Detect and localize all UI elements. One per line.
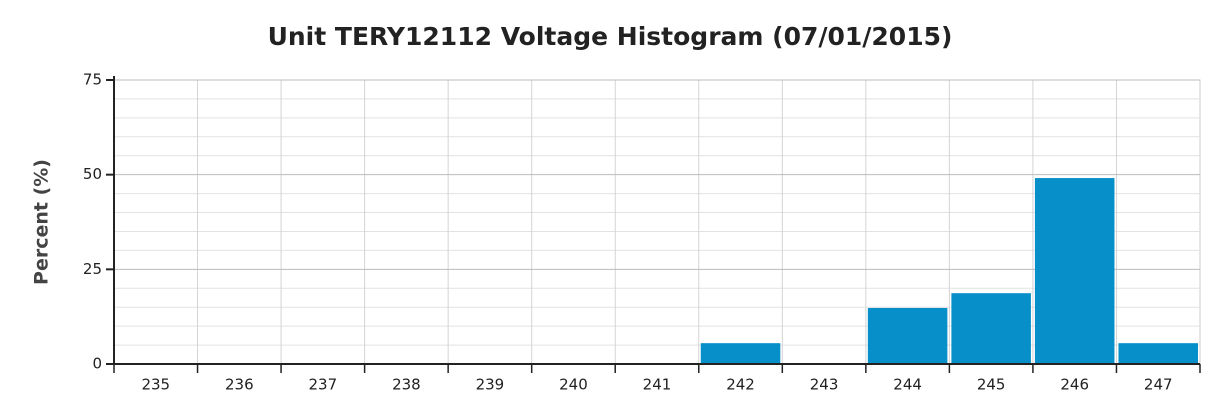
y-tick-label: 25 bbox=[83, 260, 102, 278]
bar bbox=[1034, 178, 1115, 364]
y-tick-label: 0 bbox=[92, 355, 102, 373]
x-tick-label: 240 bbox=[559, 376, 588, 394]
y-tick-label: 75 bbox=[83, 71, 102, 89]
x-tick-label: 241 bbox=[643, 376, 672, 394]
x-tick-label: 239 bbox=[476, 376, 505, 394]
x-tick-label: 236 bbox=[225, 376, 254, 394]
x-tick-label: 238 bbox=[392, 376, 421, 394]
x-tick-label: 245 bbox=[977, 376, 1006, 394]
bar bbox=[1118, 343, 1198, 364]
x-tick-label: 242 bbox=[726, 376, 755, 394]
x-tick-label: 244 bbox=[893, 376, 922, 394]
y-tick-label: 50 bbox=[83, 165, 102, 183]
x-tick-label: 235 bbox=[141, 376, 170, 394]
chart-title: Unit TERY12112 Voltage Histogram (07/01/… bbox=[268, 22, 953, 51]
bar bbox=[867, 307, 948, 364]
x-tick-label: 247 bbox=[1144, 376, 1173, 394]
x-tick-label: 243 bbox=[810, 376, 839, 394]
bar bbox=[700, 343, 781, 364]
bar bbox=[951, 293, 1031, 364]
x-tick-label: 237 bbox=[309, 376, 338, 394]
y-axis-label: Percent (%) bbox=[31, 159, 53, 285]
x-tick-label: 246 bbox=[1060, 376, 1089, 394]
